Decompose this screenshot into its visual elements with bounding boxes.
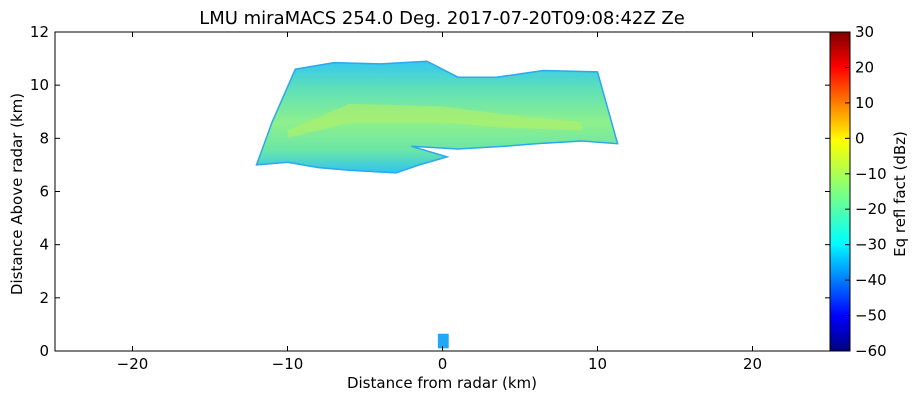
colorbar-tick-label: −60 (855, 342, 887, 360)
colorbar-tick-label: −30 (855, 236, 887, 254)
x-tick-label: 10 (588, 355, 607, 373)
colorbar-tick-label: 0 (855, 129, 865, 147)
y-tick-label: 10 (30, 76, 49, 94)
cloud-echo-core (287, 103, 582, 139)
near-radar-echo (437, 333, 449, 349)
y-tick-label: 12 (30, 23, 49, 41)
x-axis-label: Distance from radar (km) (347, 374, 537, 392)
y-tick-label: 6 (39, 183, 49, 201)
plot-area (255, 60, 619, 349)
colorbar-tick-label: −50 (855, 307, 887, 325)
x-tick-label: 0 (438, 355, 448, 373)
y-tick-label: 4 (39, 236, 49, 254)
y-tick-label: 2 (39, 289, 49, 307)
y-axis: 0 2 4 6 8 10 12 (30, 23, 830, 360)
colorbar-tick-label: 20 (855, 58, 874, 76)
chart-title: LMU miraMACS 254.0 Deg. 2017-07-20T09:08… (199, 8, 685, 29)
x-tick-label: −20 (117, 355, 149, 373)
colorbar-tick-label: −40 (855, 271, 887, 289)
colorbar-tick-label: 30 (855, 23, 874, 41)
x-tick-label: −10 (272, 355, 304, 373)
colorbar-ticks: 30 20 10 0 −10 −20 −30 −40 −50 −60 (845, 23, 887, 360)
colorbar-tick-label: −20 (855, 200, 887, 218)
x-axis: −20 −10 0 10 20 (117, 32, 762, 373)
colorbar-tick-label: 10 (855, 94, 874, 112)
x-tick-label: 20 (743, 355, 762, 373)
colorbar (829, 31, 851, 352)
colorbar-tick-label: −10 (855, 165, 887, 183)
y-axis-label: Distance Above radar (km) (8, 93, 26, 295)
colorbar-label: Eq refl fact (dBz) (891, 131, 909, 257)
y-tick-label: 0 (39, 342, 49, 360)
y-tick-label: 8 (39, 129, 49, 147)
